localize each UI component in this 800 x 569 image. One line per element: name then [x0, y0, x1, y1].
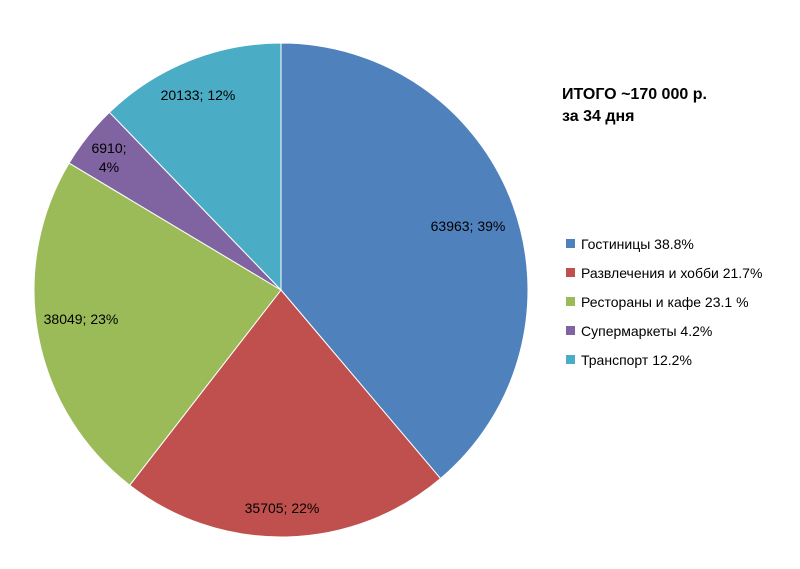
legend-swatch: [566, 268, 575, 277]
legend-label: Рестораны и кафе 23.1 %: [581, 293, 749, 310]
legend-label: Гостиницы 38.8%: [581, 235, 694, 252]
chart-title-line-2: за 34 дня: [562, 108, 635, 125]
legend-swatch: [566, 326, 575, 335]
chart-title: ИТОГО ~170 000 р. за 34 дня: [562, 84, 707, 128]
legend-label: Развлечения и хобби 21.7%: [581, 264, 763, 281]
data-label: 6910; 4%: [91, 140, 126, 175]
data-labels: 63963; 39% 35705; 22% 38049; 23% 6910; 4% 201…: [44, 87, 506, 516]
data-label: 35705; 22%: [245, 500, 320, 516]
chart-title-line-1: ИТОГО ~170 000 р.: [562, 86, 707, 103]
slice-entertainment: [128, 289, 442, 538]
legend-item-restaurants: Рестораны и кафе 23.1 %: [566, 287, 762, 316]
legend-item-entertainment: Развлечения и хобби 21.7%: [566, 258, 762, 287]
slice-transport: [108, 42, 282, 292]
data-label: 38049; 23%: [44, 311, 119, 327]
legend: Гостиницы 38.8% Развлечения и хобби 21.7…: [566, 229, 762, 374]
legend-swatch: [566, 355, 575, 364]
data-label: 20133; 12%: [161, 87, 236, 103]
slice-restaurants: [33, 162, 282, 486]
legend-item-supermarkets: Супермаркеты 4.2%: [566, 316, 762, 345]
data-label: 63963; 39%: [431, 218, 506, 234]
legend-item-hotels: Гостиницы 38.8%: [566, 229, 762, 258]
legend-label: Транспорт 12.2%: [581, 351, 692, 368]
legend-label: Супермаркеты 4.2%: [581, 322, 713, 339]
legend-item-transport: Транспорт 12.2%: [566, 345, 762, 374]
legend-swatch: [566, 239, 575, 248]
legend-swatch: [566, 297, 575, 306]
slice-hotels: [280, 42, 529, 480]
pie-slices: [33, 42, 529, 538]
